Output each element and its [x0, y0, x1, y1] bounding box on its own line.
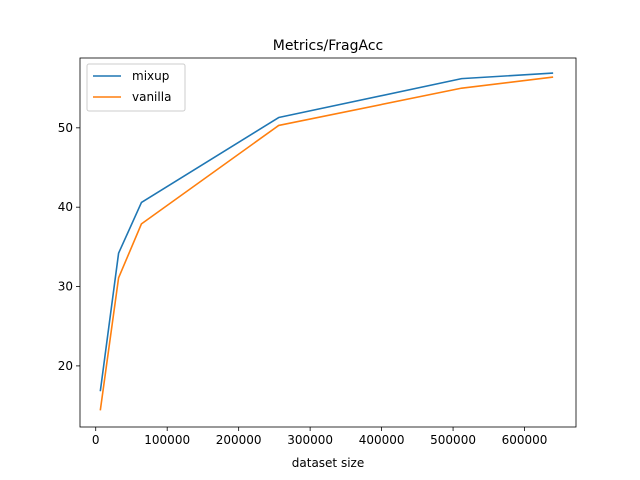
x-axis-label: dataset size	[292, 456, 364, 470]
legend: mixup vanilla	[86, 63, 186, 112]
y-tick-label: 30	[58, 280, 73, 294]
x-tick-label: 300000	[287, 433, 333, 447]
x-tick-label: 600000	[502, 433, 548, 447]
y-axis: 20 30 40 50	[58, 121, 80, 373]
x-tick-label: 100000	[144, 433, 190, 447]
x-tick-label: 500000	[430, 433, 476, 447]
x-axis: 0 100000 200000 300000 400000 500000 600000	[92, 427, 548, 447]
legend-label-mixup: mixup	[132, 69, 169, 83]
y-tick-label: 20	[58, 359, 73, 373]
legend-label-vanilla: vanilla	[132, 90, 171, 104]
y-tick-label: 50	[58, 121, 73, 135]
x-tick-label: 200000	[216, 433, 262, 447]
x-tick-label: 0	[92, 433, 100, 447]
y-tick-label: 40	[58, 200, 73, 214]
axes-frame	[79, 57, 577, 428]
x-tick-label: 400000	[359, 433, 405, 447]
series-line-mixup	[99, 72, 554, 392]
chart-title: Metrics/FragAcc	[273, 38, 384, 54]
series-line-vanilla	[99, 76, 554, 411]
plot-area	[99, 72, 554, 411]
